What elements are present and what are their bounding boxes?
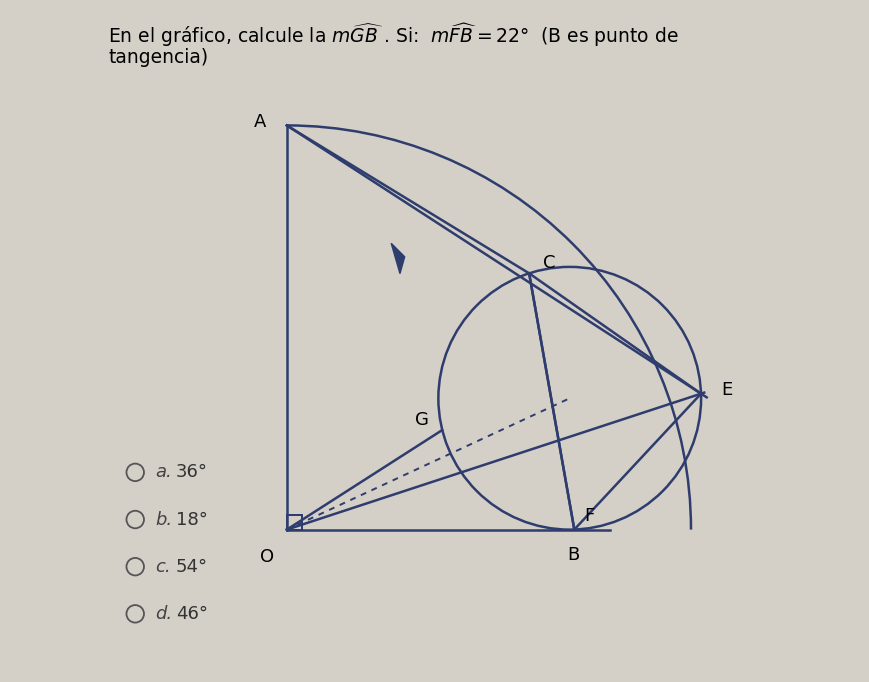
Text: 36°: 36° [176, 463, 208, 481]
Text: B: B [567, 546, 579, 564]
Text: 54°: 54° [176, 558, 208, 576]
Text: G: G [415, 411, 428, 429]
Text: d.: d. [156, 605, 172, 623]
Text: O: O [259, 548, 274, 565]
Text: a.: a. [156, 463, 172, 481]
Text: b.: b. [156, 511, 172, 529]
Text: 46°: 46° [176, 605, 208, 623]
Bar [287, 515, 302, 530]
Text: c.: c. [156, 558, 171, 576]
Text: tangencia): tangencia) [108, 48, 209, 67]
Text: C: C [542, 254, 555, 272]
Text: En el gráfico, calcule la $m\widehat{GB}$ . Si:  $m\widehat{FB} = 22°$  (B es pu: En el gráfico, calcule la $m\widehat{GB}… [108, 21, 679, 49]
Text: 18°: 18° [176, 511, 208, 529]
Text: E: E [720, 381, 732, 399]
Text: F: F [583, 507, 594, 525]
Text: A: A [254, 113, 266, 131]
Polygon shape [391, 243, 404, 273]
